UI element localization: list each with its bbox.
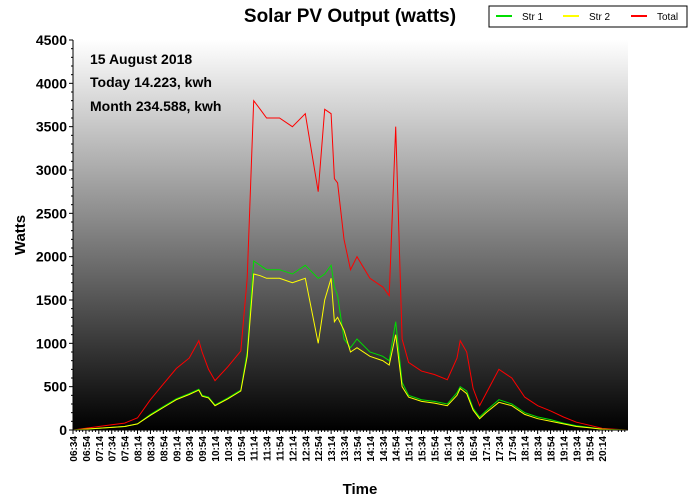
x-tick-label: 11:14 <box>250 436 261 461</box>
x-tick-label: 14:14 <box>366 436 377 462</box>
x-tick-label: 09:14 <box>172 436 183 462</box>
y-axis-label: Watts <box>12 215 29 255</box>
x-tick-label: 07:54 <box>121 436 132 462</box>
x-tick-label: 17:14 <box>482 436 493 462</box>
x-tick-label: 19:34 <box>572 436 583 462</box>
x-tick-label: 14:34 <box>379 436 390 462</box>
x-tick-label: 18:54 <box>547 436 558 462</box>
x-axis-label: Time <box>343 481 378 498</box>
x-tick-label: 13:54 <box>353 436 364 462</box>
x-tick-label: 12:14 <box>288 436 299 462</box>
x-tick-label: 18:14 <box>521 436 532 462</box>
x-tick-label: 11:54 <box>276 436 287 461</box>
x-tick-label: 08:34 <box>146 436 157 462</box>
series-line-str1 <box>72 260 629 431</box>
x-tick-label: 17:34 <box>495 436 506 462</box>
series-layer <box>72 99 629 431</box>
legend: Str 1 Str 2 Total <box>488 5 688 28</box>
legend-label-total: Total <box>657 12 678 23</box>
series-line-str2 <box>72 273 629 431</box>
x-tick-label: 15:34 <box>418 436 429 462</box>
y-tick-label: 0 <box>59 422 67 438</box>
annotation-month: Month 234.588, kwh <box>90 98 221 114</box>
y-tick-label: 4000 <box>36 75 67 91</box>
series-line-total <box>72 99 629 431</box>
annotation-date: 15 August 2018 <box>90 51 192 67</box>
x-tick-label: 10:34 <box>224 436 235 462</box>
x-tick-label: 06:34 <box>69 436 80 462</box>
x-tick-label: 17:54 <box>508 436 519 462</box>
plot-area <box>73 40 628 430</box>
x-tick-label: 08:54 <box>159 436 170 462</box>
x-tick-label: 19:54 <box>585 436 596 462</box>
y-tick-label: 3000 <box>36 162 67 178</box>
x-tick-label: 19:14 <box>560 436 571 462</box>
x-tick-label: 20:14 <box>598 436 609 462</box>
y-tick-label: 1500 <box>36 292 67 308</box>
x-tick-label: 09:54 <box>198 436 209 462</box>
y-tick-label: 3500 <box>36 119 67 135</box>
legend-label-str2: Str 2 <box>589 12 611 23</box>
x-tick-label: 15:54 <box>430 436 441 462</box>
x-tick-label: 16:34 <box>456 436 467 462</box>
y-tick-label: 2000 <box>36 249 67 265</box>
x-tick-label: 07:34 <box>108 436 119 462</box>
x-tick-label: 16:54 <box>469 436 480 462</box>
x-tick-label: 11:34 <box>263 436 274 461</box>
y-tick-label: 4500 <box>36 32 67 48</box>
x-tick-label: 07:14 <box>95 436 106 462</box>
legend-label-str1: Str 1 <box>522 12 544 23</box>
x-tick-label: 15:14 <box>405 436 416 462</box>
x-tick-label: 12:54 <box>314 436 325 462</box>
x-tick-label: 10:54 <box>237 436 248 462</box>
axis-layer: 0 500 1000 1500 2000 2500 3000 3500 4000 4500 06:3… <box>36 32 628 462</box>
x-tick-label: 06:54 <box>82 436 93 462</box>
x-tick-label: 14:54 <box>392 436 403 462</box>
annotation-today: Today 14.223, kwh <box>90 74 212 90</box>
x-tick-label: 12:34 <box>301 436 312 462</box>
x-tick-label: 16:14 <box>443 436 454 462</box>
x-tick-label: 18:34 <box>534 436 545 462</box>
x-tick-label: 08:14 <box>134 436 145 462</box>
x-tick-label: 10:14 <box>211 436 222 462</box>
chart-title: Solar PV Output (watts) <box>244 6 456 27</box>
x-tick-label: 13:34 <box>340 436 351 462</box>
y-tick-label: 1000 <box>36 335 67 351</box>
y-tick-label: 2500 <box>36 205 67 221</box>
x-tick-label: 09:34 <box>185 436 196 462</box>
x-tick-label: 13:14 <box>327 436 338 462</box>
legend-box <box>488 5 688 28</box>
y-tick-label: 500 <box>44 379 68 395</box>
